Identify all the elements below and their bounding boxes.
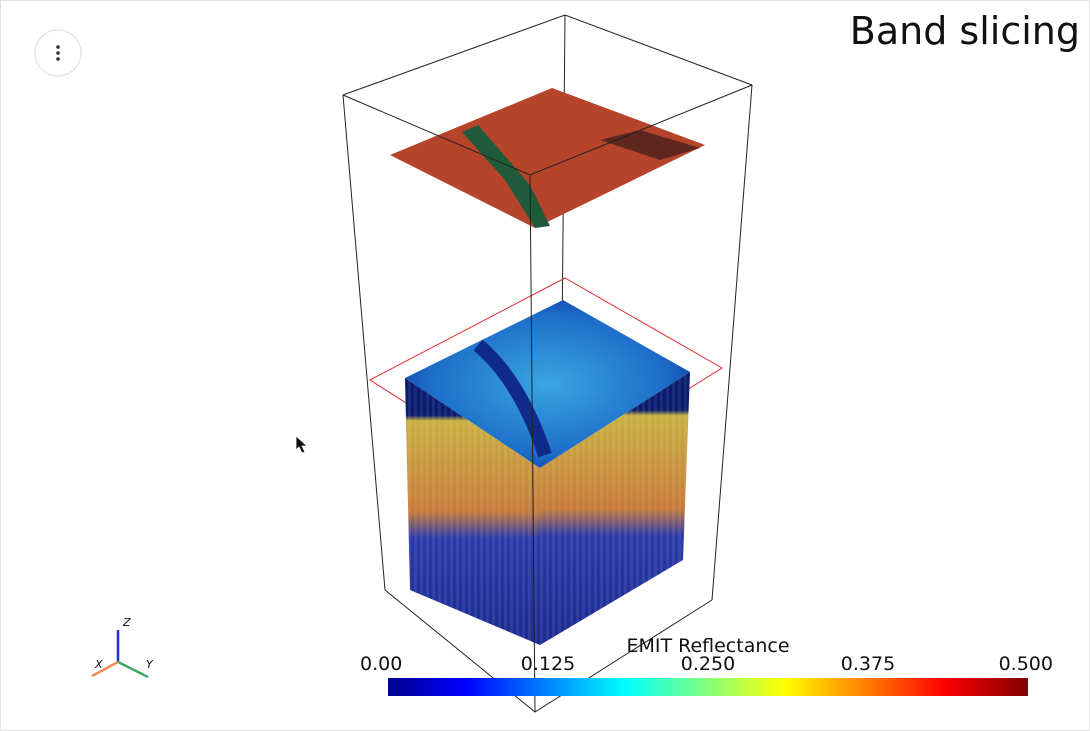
colorbar-tick-label: 0.375 <box>841 653 895 675</box>
colorbar <box>388 678 1028 696</box>
colorbar-tick-label: 0.500 <box>999 653 1053 675</box>
colorbar-tick-label: 0.00 <box>360 653 402 675</box>
colorbar-tick-label: 0.125 <box>521 653 575 675</box>
menu-dots <box>56 45 60 61</box>
render-view: Band slicing Z X Y EMIT Reflectance 0.00… <box>0 0 1090 731</box>
colorbar-tick-label: 0.250 <box>681 653 735 675</box>
axis-z-label: Z <box>122 616 131 629</box>
title: Band slicing <box>850 9 1080 53</box>
axis-x-label: X <box>94 658 103 671</box>
page: Band slicing Z X Y EMIT Reflectance 0.00… <box>0 0 1090 731</box>
